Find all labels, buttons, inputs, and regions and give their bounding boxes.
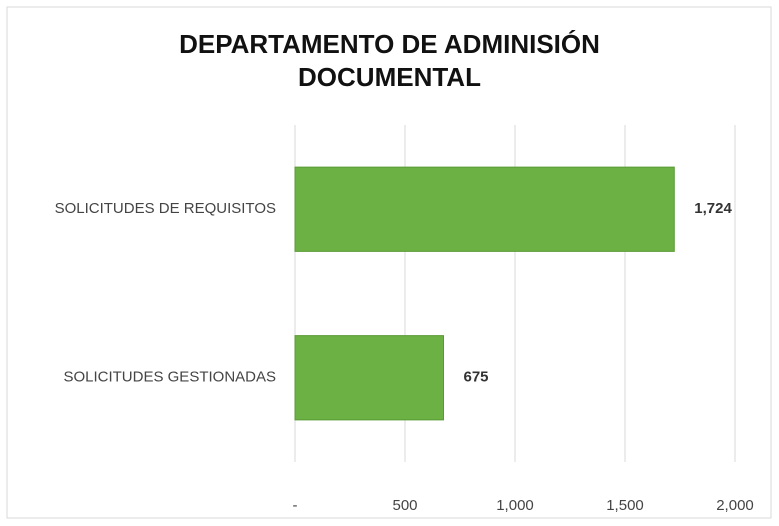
chart-title: DEPARTAMENTO DE ADMINISIÓN DOCUMENTAL [179,29,600,92]
x-tick-label: 1,500 [606,497,644,514]
value-label: 675 [464,369,489,386]
y-tick-label: SOLICITUDES DE REQUISITOS [55,200,276,217]
bar [294,166,675,252]
x-tick-label: 1,000 [496,497,534,514]
x-tick-label: 500 [392,497,417,514]
bar [294,335,444,421]
x-tick-label: - [293,497,298,514]
chart-border [6,6,772,519]
title-box: DEPARTAMENTO DE ADMINISIÓN DOCUMENTAL [0,28,779,94]
value-label: 1,724 [694,200,732,217]
x-tick-label: 2,000 [716,497,754,514]
y-tick-label: SOLICITUDES GESTIONADAS [63,369,276,386]
